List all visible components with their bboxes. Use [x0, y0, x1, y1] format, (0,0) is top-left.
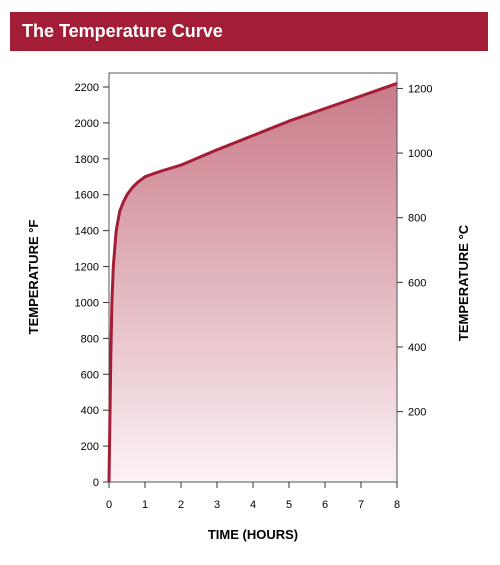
y-tick-label-left: 600: [81, 369, 99, 381]
x-tick-label: 8: [394, 499, 400, 511]
x-axis: 0 1 2 3 4 5 6 7 8: [106, 482, 400, 511]
area-fill: [109, 83, 397, 483]
x-tick-label: 4: [250, 499, 256, 511]
y-tick-label-right: 600: [408, 277, 426, 289]
x-axis-label: TIME (HOURS): [208, 527, 298, 542]
y-tick-label-right: 200: [408, 407, 426, 419]
y-axis-label-right: TEMPERATURE °C: [456, 224, 471, 341]
x-tick-label: 3: [214, 499, 220, 511]
x-tick-label: 0: [106, 499, 112, 511]
x-tick-label: 1: [142, 499, 148, 511]
y-tick-label-right: 400: [408, 342, 426, 354]
y-tick-label-left: 1200: [75, 262, 99, 274]
x-tick-label: 6: [322, 499, 328, 511]
x-tick-label: 7: [358, 499, 364, 511]
y-tick-label-left: 800: [81, 333, 99, 345]
y-tick-label-left: 200: [81, 441, 99, 453]
y-tick-label-left: 1000: [75, 297, 99, 309]
temperature-curve-line: [107, 81, 398, 483]
y-tick-label-left: 2200: [75, 82, 99, 94]
y-tick-label-left: 1400: [75, 226, 99, 238]
y-tick-label-right: 1000: [408, 148, 432, 160]
y-tick-label-right: 800: [408, 213, 426, 225]
x-tick-label: 5: [286, 499, 292, 511]
y-axis-left: 0 200 400 600 800 1000 1200 1400 1600 1800 2000 220…: [75, 82, 109, 489]
y-axis-label-left: TEMPERATURE °F: [26, 220, 41, 335]
chart-title: The Temperature Curve: [22, 21, 223, 41]
title-bar: The Temperature Curve: [10, 12, 488, 51]
y-tick-label-left: 1600: [75, 190, 99, 202]
y-tick-label-left: 2000: [75, 118, 99, 130]
y-tick-label-left: 0: [93, 477, 99, 489]
y-tick-label-left: 400: [81, 405, 99, 417]
y-tick-label-left: 1800: [75, 154, 99, 166]
y-axis-right: 200 400 600 800 1000 1200: [397, 83, 432, 419]
x-tick-label: 2: [178, 499, 184, 511]
y-tick-label-right: 1200: [408, 83, 432, 95]
